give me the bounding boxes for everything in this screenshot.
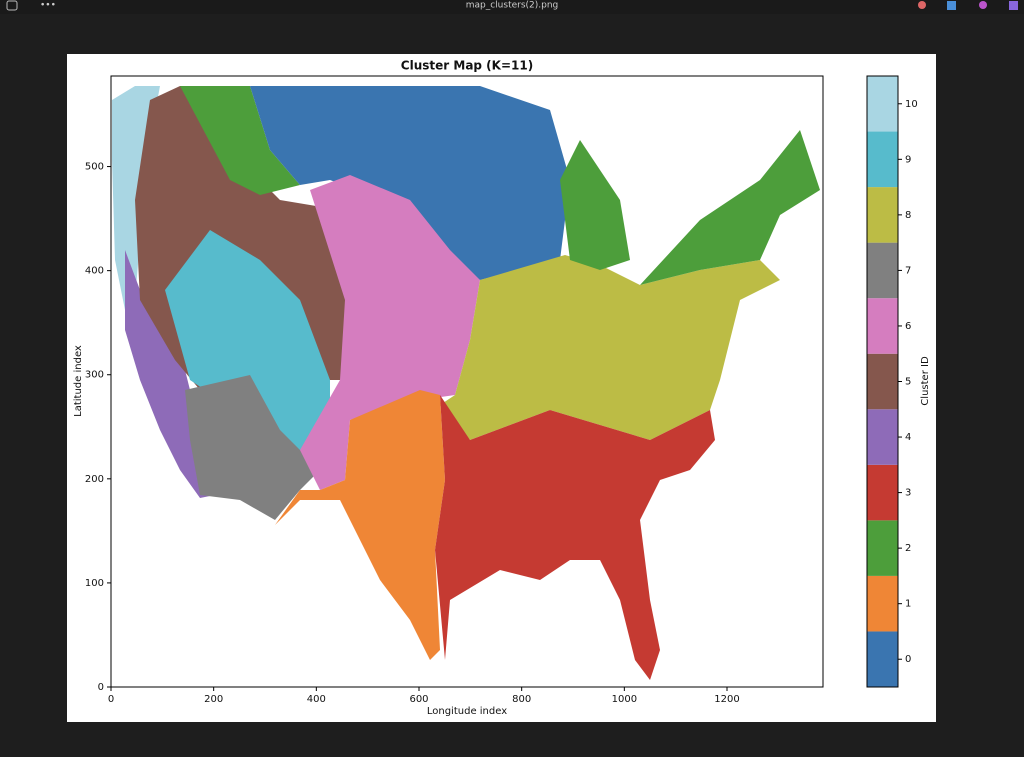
colorbar-segment: [867, 464, 898, 521]
x-tick-label: 600: [409, 694, 428, 705]
colorbar-segment: [867, 76, 898, 132]
colorbar-label: Cluster ID: [920, 356, 931, 406]
cluster-region: [165, 230, 330, 470]
cluster-region: [640, 130, 820, 285]
x-tick-label: 0: [108, 694, 114, 705]
colorbar-tick-label: 2: [905, 543, 911, 554]
colorbar-segment: [867, 298, 898, 354]
x-tick-label: 800: [512, 694, 531, 705]
cluster-region: [250, 86, 570, 280]
panel-icon[interactable]: [6, 0, 18, 11]
y-tick-label: 400: [85, 266, 104, 277]
cluster-region: [180, 86, 300, 195]
cluster-region: [300, 175, 480, 490]
cluster-region: [440, 255, 780, 440]
x-tick-label: 1200: [714, 694, 739, 705]
app-icon[interactable]: [1009, 1, 1018, 10]
title-bar: [0, 0, 1024, 14]
app-icon[interactable]: [979, 1, 987, 9]
colorbar-segment: [867, 520, 898, 576]
colorbar-segment: [867, 187, 898, 243]
chart-title: Cluster Map (K=11): [401, 59, 533, 73]
colorbar-tick-label: 3: [905, 488, 911, 499]
cluster-region: [275, 390, 445, 660]
x-tick-label: 1000: [612, 694, 637, 705]
y-tick-label: 300: [85, 370, 104, 381]
cluster-region: [560, 140, 630, 270]
window-title: map_clusters(2).png: [466, 1, 559, 11]
colorbar-tick-label: 10: [905, 99, 918, 110]
map: [112, 86, 820, 680]
cluster-region: [435, 395, 715, 680]
colorbar-tick-label: 9: [905, 154, 911, 165]
colorbar-tick-label: 7: [905, 265, 911, 276]
y-tick-label: 200: [85, 474, 104, 485]
y-axis-label: Latitude index: [73, 345, 84, 417]
app-icon[interactable]: [918, 1, 926, 9]
colorbar-segment: [867, 631, 898, 687]
cluster-region: [185, 375, 320, 520]
colorbar-tick-label: 5: [905, 377, 911, 388]
x-tick-label: 400: [307, 694, 326, 705]
menu-dots[interactable]: •••: [40, 1, 56, 11]
colorbar-segment: [867, 353, 898, 410]
y-tick-label: 500: [85, 162, 104, 173]
colorbar-tick-label: 6: [905, 321, 911, 332]
x-axis-label: Longitude index: [427, 706, 507, 717]
app-icon[interactable]: [947, 1, 956, 10]
x-tick-label: 200: [204, 694, 223, 705]
colorbar-tick-label: 1: [905, 599, 911, 610]
colorbar-tick-label: 8: [905, 210, 911, 221]
y-tick-label: 100: [85, 578, 104, 589]
axes-frame: [110, 75, 824, 688]
y-tick-label: 0: [98, 682, 104, 693]
colorbar-segment: [867, 242, 898, 299]
colorbar-frame: [866, 75, 899, 688]
colorbar-tick-label: 0: [905, 654, 911, 665]
colorbar-segment: [867, 575, 898, 632]
colorbar-tick-label: 4: [905, 432, 911, 443]
colorbar-segment: [867, 131, 898, 188]
colorbar-segment: [867, 409, 898, 465]
